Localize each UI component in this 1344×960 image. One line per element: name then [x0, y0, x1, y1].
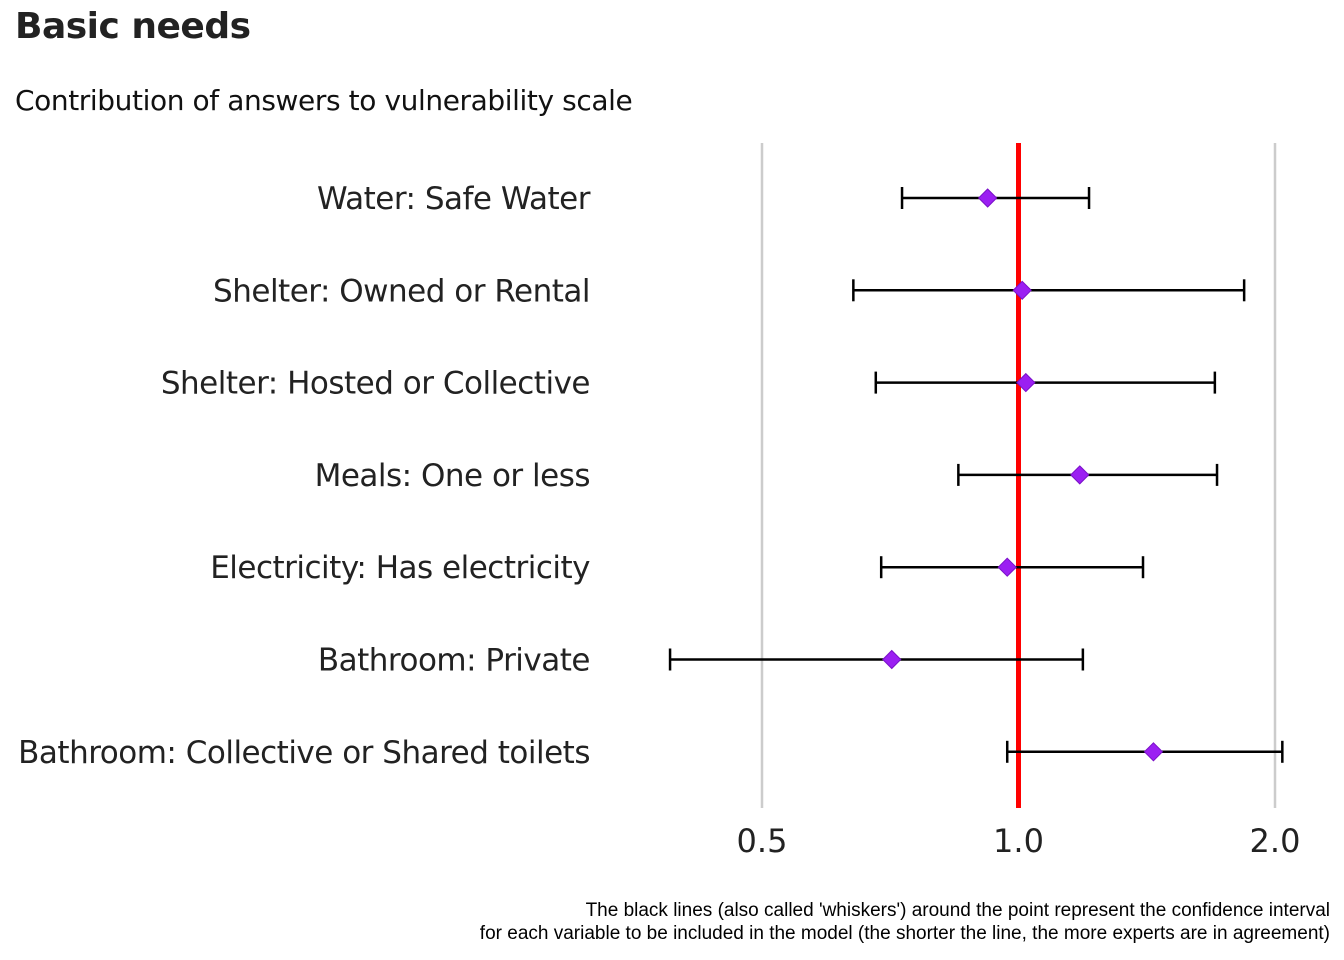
category-label: Electricity: Has electricity [210, 550, 590, 586]
caption: The black lines (also called 'whiskers')… [480, 899, 1330, 945]
chart-subtitle: Contribution of answers to vulnerability… [15, 84, 633, 117]
point-1 [1012, 280, 1032, 301]
category-label: Shelter: Hosted or Collective [161, 366, 590, 402]
x-tick-label: 2.0 [1250, 822, 1301, 860]
points [882, 188, 1164, 762]
x-tick-labels: 0.5 1.0 2.0 [737, 822, 1301, 860]
point-0 [977, 188, 998, 208]
point-2 [1016, 372, 1036, 393]
x-tick-label: 0.5 [737, 822, 788, 860]
chart-title: Basic needs [15, 6, 251, 47]
whiskers [668, 187, 1284, 763]
category-labels: Water: Safe Water Shelter: Owned or Renta… [18, 181, 591, 771]
caption-line-1: The black lines (also called 'whiskers')… [585, 900, 1330, 921]
category-label: Meals: One or less [315, 458, 590, 494]
whisker-2 [874, 371, 1217, 394]
whisker-5 [668, 648, 1085, 671]
category-label: Water: Safe Water [317, 181, 591, 217]
category-label: Bathroom: Private [318, 643, 590, 679]
category-label: Bathroom: Collective or Shared toilets [18, 735, 590, 771]
point-6 [1143, 742, 1164, 762]
point-3 [1070, 465, 1090, 485]
point-4 [997, 557, 1017, 577]
x-tick-label: 1.0 [993, 822, 1044, 860]
caption-line-2: for each variable to be included in the … [479, 923, 1330, 944]
forest-plot: Water: Safe Water Shelter: Owned or Renta… [18, 143, 1301, 860]
category-label: Shelter: Owned or Rental [213, 273, 590, 309]
whisker-1 [852, 279, 1246, 302]
point-5 [882, 649, 902, 670]
